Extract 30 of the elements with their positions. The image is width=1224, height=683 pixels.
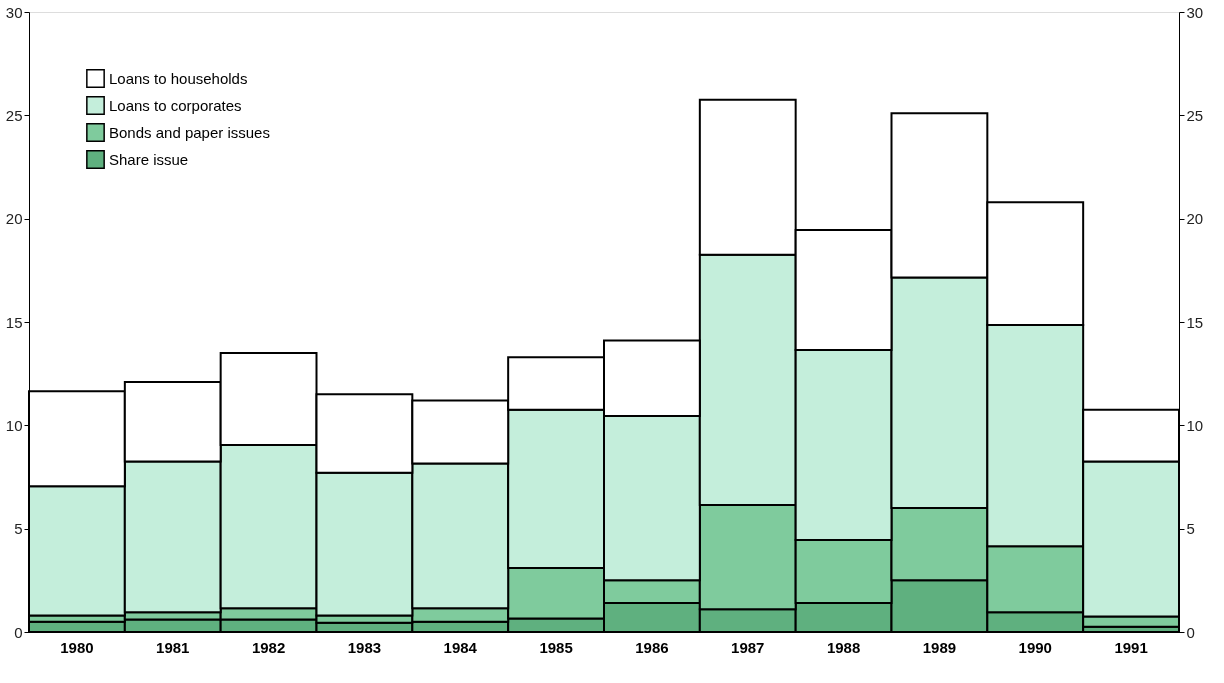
y2-tick-label: 0 (1186, 623, 1195, 641)
y-tick-label: 15 (5, 313, 23, 331)
y2-tick-label: 15 (1186, 313, 1204, 331)
y-tick-label: 30 (5, 3, 23, 21)
y-tick-label: 5 (14, 520, 23, 538)
x-tick-label: 1983 (347, 638, 382, 656)
x-tick-label: 1986 (635, 638, 669, 656)
y-tick-label: 10 (5, 416, 23, 434)
y-tick-label: 20 (5, 210, 23, 228)
x-tick-label: 1981 (156, 638, 190, 656)
legend-label: Loans to households (109, 69, 248, 87)
x-tick-label: 1988 (826, 638, 861, 656)
legend-label: Bonds and paper issues (109, 123, 270, 141)
y-tick-label: 25 (5, 106, 23, 124)
x-tick-label: 1980 (60, 638, 94, 656)
x-tick-label: 1985 (539, 638, 573, 656)
y2-tick-label: 20 (1186, 210, 1204, 228)
y2-tick-label: 30 (1186, 3, 1204, 21)
x-tick-label: 1991 (1114, 638, 1148, 656)
y2-tick-label: 25 (1186, 106, 1204, 124)
x-tick-label: 1990 (1018, 638, 1052, 656)
x-tick-label: 1987 (731, 638, 765, 656)
legend-label: Share issue (109, 150, 189, 168)
x-tick-label: 1984 (443, 638, 478, 656)
x-tick-label: 1989 (922, 638, 957, 656)
y2-tick-label: 10 (1186, 416, 1204, 434)
x-tick-label: 1982 (251, 638, 286, 656)
y2-tick-label: 5 (1186, 520, 1195, 538)
y-tick-label: 0 (14, 623, 23, 641)
legend-label: Loans to corporates (109, 96, 242, 114)
